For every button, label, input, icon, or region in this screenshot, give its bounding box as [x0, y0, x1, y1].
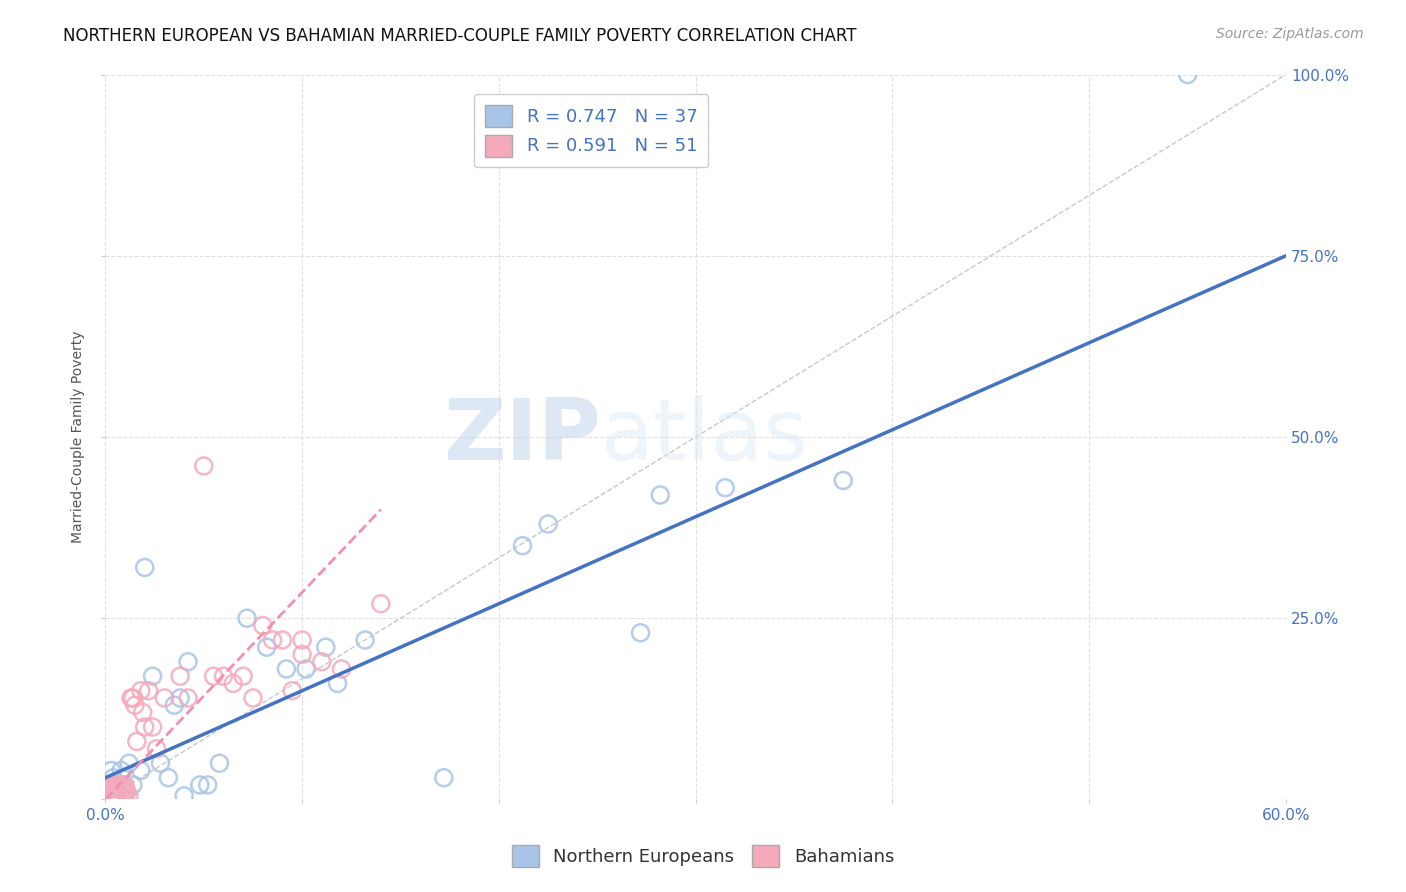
Point [129, 764, 152, 778]
Point [295, 662, 318, 676]
Point [103, 771, 125, 785]
Point [103, 778, 125, 792]
Point [208, 756, 231, 771]
Point [115, 785, 138, 799]
Point [212, 669, 235, 683]
Point [114, 781, 136, 796]
Text: ZIP: ZIP [443, 395, 602, 478]
Point [433, 771, 456, 785]
Point [177, 655, 200, 669]
Point [193, 458, 215, 473]
Legend: R = 0.747   N = 37, R = 0.591   N = 51: R = 0.747 N = 37, R = 0.591 N = 51 [474, 95, 709, 168]
Point [832, 474, 855, 488]
Point [145, 741, 167, 756]
Point [103, 787, 125, 801]
Point [105, 789, 128, 803]
Point [330, 662, 353, 676]
Point [271, 632, 294, 647]
Point [100, 781, 122, 796]
Point [134, 560, 156, 574]
Point [169, 669, 191, 683]
Text: Source: ZipAtlas.com: Source: ZipAtlas.com [1216, 27, 1364, 41]
Point [100, 778, 122, 792]
Point [177, 690, 200, 705]
Point [104, 781, 127, 796]
Point [138, 683, 160, 698]
Point [236, 611, 259, 625]
Point [202, 669, 225, 683]
Point [114, 778, 136, 792]
Point [122, 778, 145, 792]
Point [232, 669, 254, 683]
Point [291, 648, 314, 662]
Point [315, 640, 337, 655]
Point [103, 778, 125, 792]
Point [354, 632, 377, 647]
Point [124, 698, 146, 713]
Point [103, 785, 125, 799]
Point [112, 778, 135, 792]
Point [120, 690, 142, 705]
Point [114, 783, 136, 797]
Point [104, 785, 127, 799]
Legend: Northern Europeans, Bahamians: Northern Europeans, Bahamians [505, 838, 901, 874]
Point [100, 764, 122, 778]
Point [118, 756, 141, 771]
Point [103, 781, 125, 796]
Point [256, 640, 278, 655]
Point [132, 706, 155, 720]
Point [276, 662, 298, 676]
Point [311, 655, 333, 669]
Point [537, 516, 560, 531]
Point [222, 676, 245, 690]
Point [714, 481, 737, 495]
Point [104, 787, 127, 801]
Point [142, 720, 165, 734]
Point [142, 669, 165, 683]
Point [104, 790, 127, 805]
Point [188, 778, 211, 792]
Point [118, 789, 141, 803]
Point [173, 789, 195, 803]
Text: NORTHERN EUROPEAN VS BAHAMIAN MARRIED-COUPLE FAMILY POVERTY CORRELATION CHART: NORTHERN EUROPEAN VS BAHAMIAN MARRIED-CO… [63, 27, 856, 45]
Point [103, 789, 125, 803]
Text: atlas: atlas [602, 395, 810, 478]
Point [630, 625, 652, 640]
Point [110, 778, 132, 792]
Point [104, 785, 127, 799]
Point [281, 683, 304, 698]
Point [370, 597, 392, 611]
Point [262, 632, 284, 647]
Point [650, 488, 672, 502]
Point [157, 771, 180, 785]
Point [114, 785, 136, 799]
Point [153, 690, 176, 705]
Point [110, 764, 132, 778]
Point [169, 690, 191, 705]
Point [104, 789, 127, 804]
Point [326, 676, 349, 690]
Point [104, 790, 127, 805]
Point [105, 778, 128, 792]
Point [242, 690, 264, 705]
Point [134, 720, 156, 734]
Point [291, 632, 314, 647]
Point [104, 789, 127, 803]
Y-axis label: Married-Couple Family Poverty: Married-Couple Family Poverty [72, 331, 86, 543]
Point [104, 778, 127, 792]
Point [125, 734, 148, 748]
Point [252, 618, 274, 632]
Point [149, 756, 172, 771]
Point [112, 781, 135, 796]
Point [163, 698, 186, 713]
Point [129, 683, 152, 698]
Point [122, 690, 145, 705]
Point [512, 539, 534, 553]
Point [1177, 68, 1199, 82]
Point [197, 778, 219, 792]
